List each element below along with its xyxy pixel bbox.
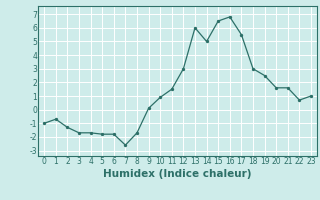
X-axis label: Humidex (Indice chaleur): Humidex (Indice chaleur): [103, 169, 252, 179]
